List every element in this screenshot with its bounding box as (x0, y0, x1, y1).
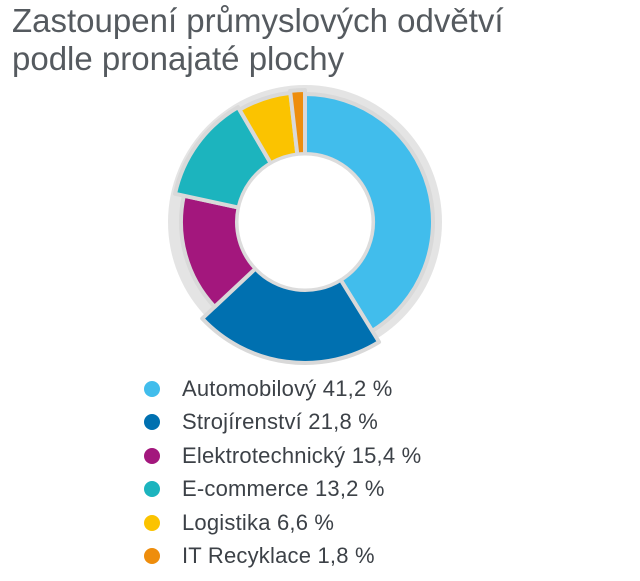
legend-swatch (144, 414, 160, 431)
legend-item: Strojírenství 21,8 % (144, 406, 421, 440)
chart-title-line-1: Zastoupení průmyslových odvětví (12, 2, 504, 39)
legend-label: Elektrotechnický 15,4 % (182, 442, 422, 468)
legend-item: Elektrotechnický 15,4 % (144, 439, 421, 473)
legend-item: E-commerce 13,2 % (144, 473, 421, 507)
donut-hole (235, 152, 375, 292)
legend-item: IT Recyklace 1,8 % (144, 540, 421, 574)
legend-label: Logistika 6,6 % (182, 509, 335, 535)
legend-swatch (144, 447, 160, 464)
chart-legend: Automobilový 41,2 % Strojírenství 21,8 % E… (144, 372, 421, 573)
legend-label: Strojírenství 21,8 % (182, 409, 378, 435)
legend-label: IT Recyklace 1,8 % (182, 543, 375, 569)
chart-title-line-2: podle pronajaté plochy (12, 40, 345, 77)
legend-swatch (144, 514, 160, 531)
legend-swatch (144, 380, 160, 397)
legend-swatch (144, 481, 160, 498)
legend-item: Logistika 6,6 % (144, 506, 421, 540)
legend-swatch (144, 548, 160, 565)
legend-label: E-commerce 13,2 % (182, 476, 385, 502)
legend-item: Automobilový 41,2 % (144, 372, 421, 406)
chart-title: Zastoupení průmyslových odvětví podle pr… (12, 2, 632, 78)
legend-label: Automobilový 41,2 % (182, 375, 393, 401)
donut-chart (168, 85, 442, 365)
